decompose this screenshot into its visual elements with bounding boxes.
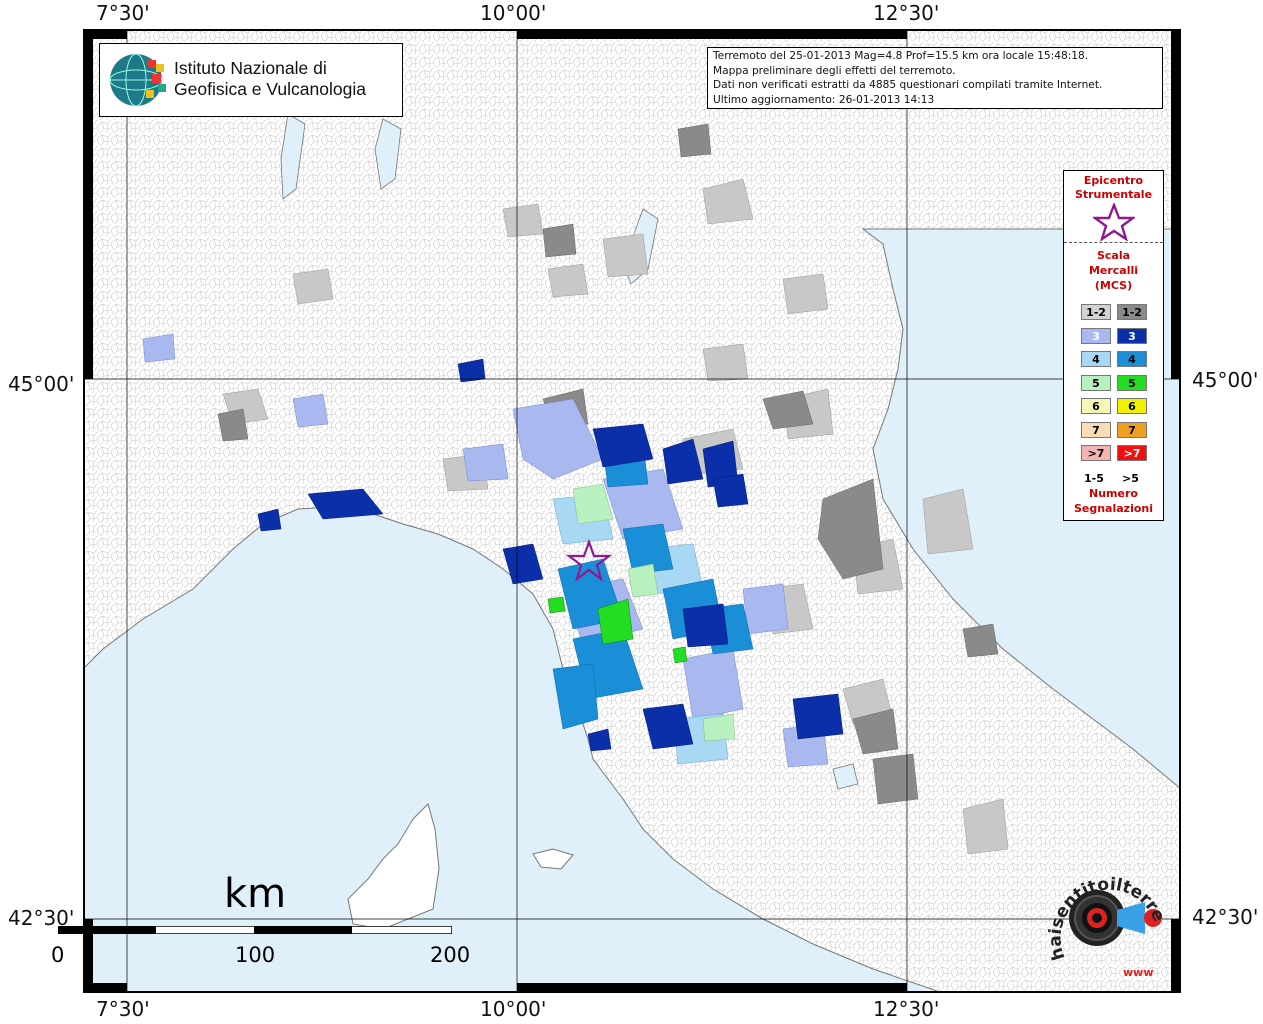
frame-top-segment-2 [517,29,907,39]
haisentito-badge-icon[interactable]: haisentitoilterremoto.it www [1045,858,1171,984]
institute-name-line1: Istituto Nazionale di [174,58,327,78]
legend-chip-high-6: >7 [1117,445,1147,461]
frame-bottom-segment-2 [517,983,907,993]
frame-top-line [83,29,1181,31]
info-line-2: Mappa preliminare degli effetti del terr… [713,64,956,77]
lon-label-bottom-1: 7°30' [96,997,150,1021]
legend-box: Epicentro Strumentale Scala Mercalli (MC… [1063,170,1164,521]
legend-chip-high-5: 7 [1117,421,1147,438]
intensity-patches-green [547,596,688,664]
legend-chip-high-2: 4 [1117,351,1147,367]
legend-count-title-1: Numero [1089,487,1138,500]
institute-name: Istituto Nazionale di Geofisica e Vulcan… [174,58,366,100]
lake-como [374,118,402,190]
institute-logo-box: Istituto Nazionale di Geofisica e Vulcan… [99,43,403,117]
frame-right-segment-2 [1171,919,1181,993]
legend-count-title-2: Segnalazioni [1073,502,1154,515]
frame-left-line [83,29,85,993]
legend-chip-low-4: 6 [1081,398,1111,414]
lon-label-bottom-3: 12°30' [873,997,940,1021]
legend-scale-title-1: Scala [1096,249,1131,262]
frame-top-segment-1 [83,29,127,39]
legend-chip-low-6: >7 [1081,445,1111,461]
lon-label-top-1: 7°30' [96,1,150,25]
legend-chip-low-2: 4 [1081,351,1111,367]
frame-bottom-segment-1 [83,983,127,993]
info-line-3: Dati non verificati estratti da 4885 que… [713,79,1103,91]
legend-chip-high-0: 1-2 [1117,304,1147,320]
tyrrhenian-ligurian-sea [83,506,944,993]
legend-count-low: 1-5 [1084,472,1104,485]
ingv-globe-icon [109,53,166,107]
legend-chip-high-3: 5 [1117,374,1147,391]
legend-epicenter-title-2: Strumentale [1074,188,1153,201]
legend-chip-high-4: 6 [1117,398,1147,414]
lat-label-right-2: 42°30' [1192,905,1259,929]
legend-divider [1064,242,1163,243]
frame-left-segment-1 [83,29,93,379]
badge-www: www [1123,966,1154,979]
lake-maggiore [280,113,306,200]
institute-name-line2: Geofisica e Vulcanologia [174,79,366,99]
lake-trasimeno [832,763,859,790]
scale-tick-100: 100 [235,943,276,967]
legend-epicenter-star-icon [1093,203,1135,241]
legend-count-high: >5 [1122,472,1139,485]
intensity-patches-palegreen [572,483,736,742]
lat-label-left-1: 45°00' [8,372,75,396]
legend-chip-high-1: 3 [1117,327,1147,344]
map-canvas [83,29,1181,993]
frame-right-segment-1 [1171,29,1181,379]
epicenter-star [565,538,613,582]
earthquake-info-box: Terremoto del 25-01-2013 Mag=4.8 Prof=15… [707,47,1163,109]
scale-tick-200: 200 [430,943,471,967]
legend-chip-low-5: 7 [1081,421,1111,438]
scale-unit-label: km [224,871,287,917]
legend-chip-low-0: 1-2 [1081,304,1111,320]
map-area[interactable] [83,29,1181,993]
scale-tick-0: 0 [51,943,65,967]
legend-scale-title-2: Mercalli [1088,264,1139,277]
legend-chip-low-3: 5 [1081,374,1111,391]
lon-label-top-2: 10°00' [480,1,547,25]
graticule [83,29,1181,993]
legend-scale-title-3: (MCS) [1094,279,1133,292]
elba [532,848,574,870]
lon-label-bottom-2: 10°00' [480,997,547,1021]
intensity-patches-darkblue [257,358,844,752]
frame-left-segment-2 [83,919,93,993]
lon-label-top-3: 12°30' [873,1,940,25]
info-line-4: Ultimo aggiornamento: 26-01-2013 14:13 [713,93,935,106]
scale-bar [58,926,452,934]
info-line-1: Terremoto del 25-01-2013 Mag=4.8 Prof=15… [713,50,1089,62]
legend-chip-low-1: 3 [1081,327,1111,344]
lat-label-right-1: 45°00' [1192,368,1259,392]
frame-bottom-line [83,991,1181,993]
frame-right-line [1179,29,1181,993]
legend-epicenter-title-1: Epicentro [1083,174,1144,187]
